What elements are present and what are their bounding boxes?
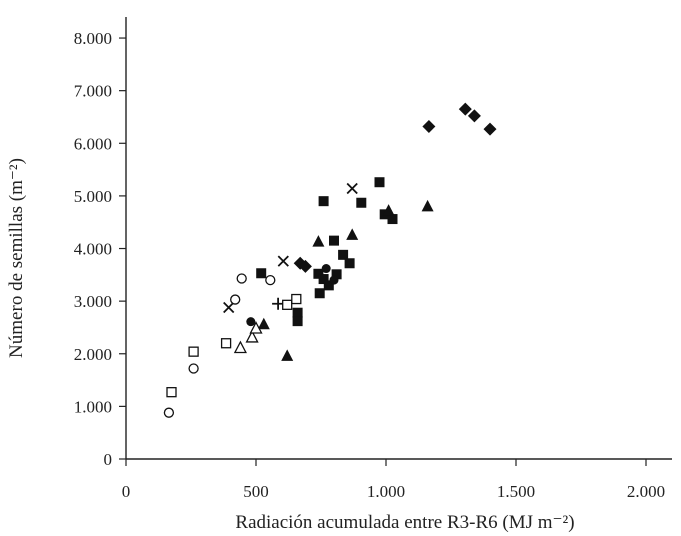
triangle-marker — [382, 204, 395, 216]
square-marker — [292, 316, 303, 327]
triangle-marker — [421, 199, 434, 212]
y-tick-label: 5.000 — [74, 187, 112, 206]
open-square-marker — [220, 338, 232, 349]
x-marker — [223, 301, 235, 314]
y-tick-label: 7.000 — [74, 82, 112, 101]
y-axis-ticks: 0 1.000 2.000 3.000 4.000 5.000 6.000 7.000 8.00… — [74, 29, 126, 469]
x-tick-label: 1.000 — [367, 482, 405, 501]
diamond-marker — [483, 122, 497, 136]
square-marker — [313, 268, 324, 279]
open-triangle-marker — [249, 321, 263, 334]
square-marker — [356, 197, 367, 208]
open-circle-marker — [236, 273, 247, 284]
square-marker — [318, 196, 329, 207]
square-marker — [331, 269, 342, 280]
square-marker — [344, 258, 355, 269]
square-marker — [338, 249, 349, 260]
data-points — [163, 102, 497, 418]
open-square-marker — [188, 346, 199, 357]
square-marker — [323, 280, 334, 291]
diamond-marker — [458, 102, 472, 116]
x-tick-label: 2.000 — [627, 482, 665, 501]
y-tick-label: 8.000 — [74, 29, 112, 48]
open-circle-marker — [188, 363, 199, 374]
open-square-marker — [166, 387, 177, 398]
triangle-marker — [346, 228, 359, 240]
square-marker — [256, 268, 267, 279]
x-axis-ticks: 0 500 1.000 1.500 2.000 — [122, 459, 665, 501]
y-tick-label: 3.000 — [74, 292, 112, 311]
diamond-marker — [298, 259, 312, 273]
diamond-marker — [422, 119, 436, 133]
y-tick-label: 0 — [104, 450, 113, 469]
circle-marker — [246, 317, 256, 327]
x-marker — [277, 255, 289, 267]
x-tick-label: 0 — [122, 482, 131, 501]
square-marker — [329, 235, 339, 246]
square-marker — [314, 288, 325, 299]
triangle-marker — [281, 349, 294, 361]
triangle-marker — [257, 317, 270, 330]
triangle-marker — [312, 235, 325, 247]
x-axis-title: Radiación acumulada entre R3-R6 (MJ m⁻²) — [235, 512, 574, 533]
open-square-marker — [291, 293, 302, 305]
square-marker — [292, 307, 303, 318]
x-marker — [346, 182, 358, 195]
open-triangle-marker — [245, 330, 259, 343]
open-triangle-marker — [233, 340, 247, 354]
y-tick-label: 4.000 — [74, 240, 112, 259]
y-axis-title: Número de semillas (m⁻²) — [6, 158, 27, 358]
open-circle-marker — [265, 274, 276, 286]
axes — [125, 17, 672, 460]
square-marker — [387, 214, 398, 225]
diamond-marker — [467, 109, 481, 123]
x-tick-label: 500 — [243, 482, 269, 501]
circle-marker — [321, 264, 331, 274]
y-tick-label: 6.000 — [74, 134, 112, 153]
square-marker — [374, 177, 385, 188]
y-tick-label: 1.000 — [74, 397, 112, 416]
open-square-marker — [282, 299, 293, 310]
circle-marker — [329, 275, 339, 285]
y-tick-label: 2.000 — [74, 345, 112, 364]
x-tick-label: 1.500 — [497, 482, 535, 501]
open-circle-marker — [230, 294, 241, 305]
open-circle-marker — [163, 407, 175, 418]
square-marker — [318, 274, 329, 285]
